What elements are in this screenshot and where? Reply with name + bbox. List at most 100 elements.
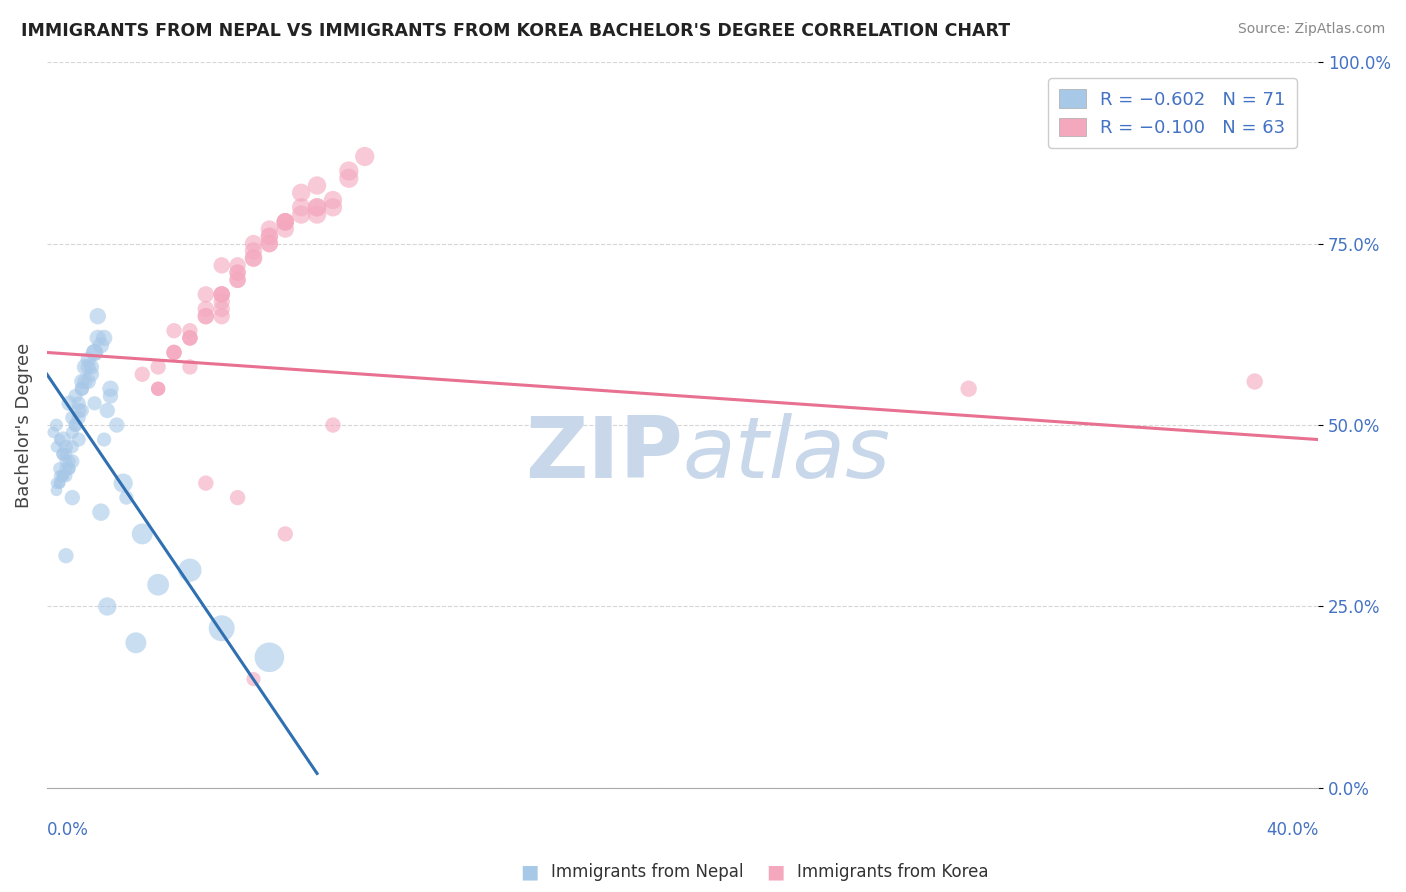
Point — [259, 236, 281, 251]
Point — [77, 352, 100, 367]
Point — [274, 215, 297, 229]
Text: Source: ZipAtlas.com: Source: ZipAtlas.com — [1237, 22, 1385, 37]
Point — [179, 324, 201, 338]
Point — [87, 309, 110, 323]
Point — [65, 418, 87, 433]
Point — [337, 164, 360, 178]
Point — [242, 672, 264, 686]
Point — [83, 345, 105, 359]
Point — [70, 375, 93, 389]
Point — [211, 287, 233, 301]
Point — [96, 403, 118, 417]
Point — [67, 403, 90, 417]
Point — [211, 287, 233, 301]
Point — [211, 287, 233, 301]
Point — [48, 433, 70, 447]
Point — [322, 200, 344, 214]
Point — [259, 650, 281, 665]
Point — [60, 410, 83, 425]
Point — [353, 149, 375, 163]
Point — [194, 476, 217, 491]
Point — [322, 418, 344, 433]
Point — [77, 375, 100, 389]
Point — [131, 527, 153, 541]
Point — [58, 454, 80, 468]
Point — [179, 331, 201, 345]
Point — [259, 229, 281, 244]
Point — [274, 527, 297, 541]
Point — [52, 468, 75, 483]
Point — [45, 440, 67, 454]
Text: 40.0%: 40.0% — [1265, 821, 1319, 838]
Point — [211, 294, 233, 309]
Point — [259, 222, 281, 236]
Point — [179, 563, 201, 577]
Text: IMMIGRANTS FROM NEPAL VS IMMIGRANTS FROM KOREA BACHELOR'S DEGREE CORRELATION CHA: IMMIGRANTS FROM NEPAL VS IMMIGRANTS FROM… — [21, 22, 1011, 40]
Point — [87, 331, 110, 345]
Point — [290, 186, 312, 200]
Point — [48, 476, 70, 491]
Text: 0.0%: 0.0% — [46, 821, 89, 838]
Point — [1243, 375, 1265, 389]
Point — [67, 396, 90, 410]
Point — [290, 200, 312, 214]
Point — [80, 359, 103, 374]
Text: atlas: atlas — [682, 413, 890, 496]
Point — [307, 208, 329, 222]
Point — [307, 200, 329, 214]
Text: Immigrants from Nepal: Immigrants from Nepal — [551, 863, 744, 881]
Point — [52, 447, 75, 461]
Point — [226, 266, 249, 280]
Point — [226, 491, 249, 505]
Point — [80, 368, 103, 382]
Point — [146, 359, 169, 374]
Point — [65, 389, 87, 403]
Point — [45, 476, 67, 491]
Point — [226, 273, 249, 287]
Point — [211, 621, 233, 635]
Point — [93, 331, 115, 345]
Point — [242, 251, 264, 265]
Point — [274, 215, 297, 229]
Point — [52, 447, 75, 461]
Point — [957, 382, 980, 396]
Point — [55, 549, 77, 563]
Text: Immigrants from Korea: Immigrants from Korea — [797, 863, 988, 881]
Point — [179, 359, 201, 374]
Point — [55, 440, 77, 454]
Point — [211, 301, 233, 316]
Point — [67, 433, 90, 447]
Point — [194, 287, 217, 301]
Point — [163, 324, 186, 338]
Point — [146, 382, 169, 396]
Point — [337, 171, 360, 186]
Point — [55, 468, 77, 483]
Point — [242, 251, 264, 265]
Point — [100, 382, 122, 396]
Point — [58, 461, 80, 475]
Point — [211, 258, 233, 272]
Point — [146, 578, 169, 592]
Point — [52, 433, 75, 447]
Point — [274, 215, 297, 229]
Point — [83, 396, 105, 410]
Point — [146, 382, 169, 396]
Point — [73, 359, 96, 374]
Point — [274, 215, 297, 229]
Point — [48, 461, 70, 475]
Point — [226, 258, 249, 272]
Point — [70, 403, 93, 417]
Point — [125, 636, 148, 650]
Point — [55, 454, 77, 468]
Point — [52, 468, 75, 483]
Point — [112, 476, 135, 491]
Point — [226, 273, 249, 287]
Point — [60, 425, 83, 440]
Point — [60, 454, 83, 468]
Legend: R = −0.602   N = 71, R = −0.100   N = 63: R = −0.602 N = 71, R = −0.100 N = 63 — [1047, 78, 1296, 148]
Point — [259, 229, 281, 244]
Point — [211, 309, 233, 323]
Point — [90, 338, 112, 352]
Point — [242, 244, 264, 258]
Point — [48, 468, 70, 483]
